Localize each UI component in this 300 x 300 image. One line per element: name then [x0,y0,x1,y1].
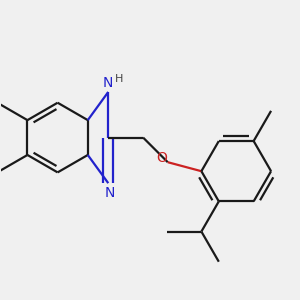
Text: N: N [103,76,113,90]
Text: H: H [115,74,123,84]
Text: O: O [157,151,167,165]
Text: N: N [105,186,115,200]
